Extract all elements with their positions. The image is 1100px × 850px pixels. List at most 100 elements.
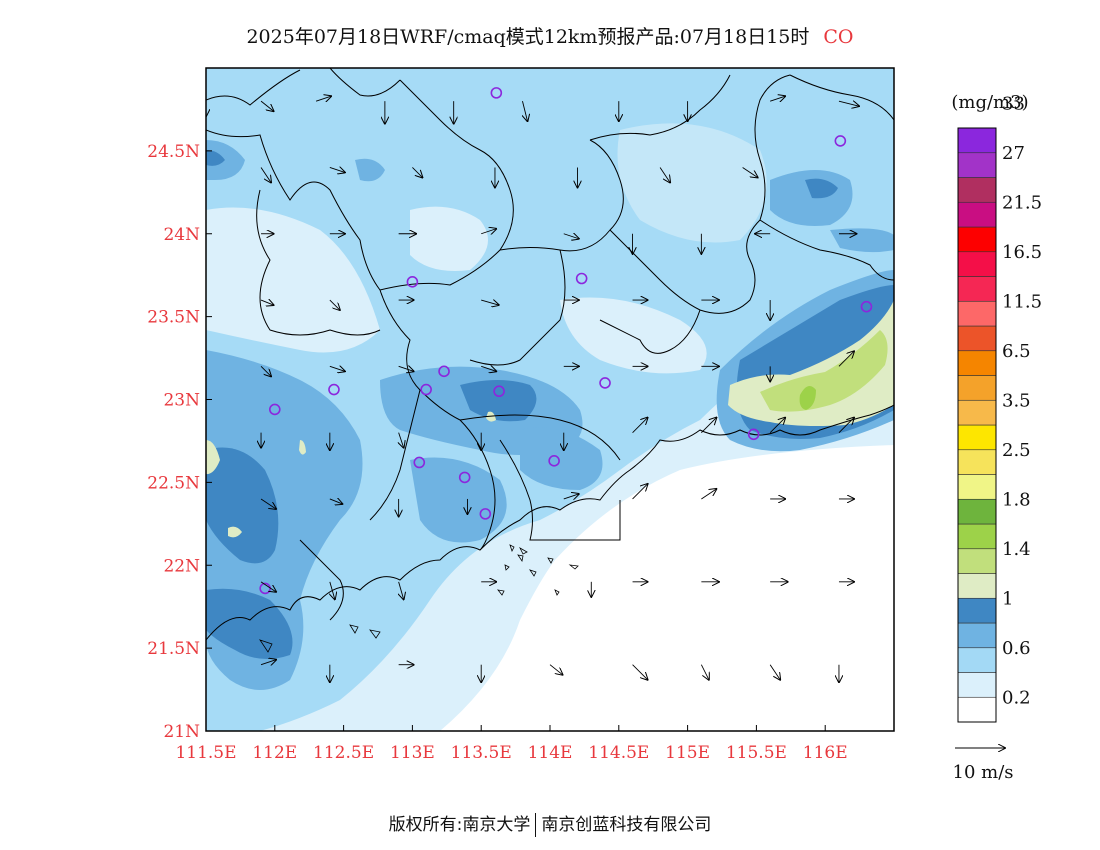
wind-arrow <box>412 167 422 177</box>
wind-arrow <box>563 234 579 239</box>
x-tick-label: 115.5E <box>726 743 787 763</box>
wind-arrow <box>260 660 276 665</box>
colorbar-swatch <box>957 251 997 277</box>
station-marker <box>420 383 432 396</box>
station-marker <box>834 135 847 147</box>
colorbar-swatch <box>957 177 997 203</box>
wind-arrow <box>770 96 785 101</box>
wind-arrow <box>838 351 854 367</box>
x-tick-label: 113.5E <box>451 743 512 763</box>
colorbar-swatch <box>957 375 997 401</box>
station-marker <box>328 383 340 396</box>
station-marker <box>406 276 419 288</box>
boundary-pearl-river <box>299 389 621 621</box>
x-tick-label: 114E <box>528 743 573 763</box>
islands <box>259 544 579 653</box>
x-tick-label: 111.5E <box>175 743 236 763</box>
wind-arrow <box>329 299 340 310</box>
wind-arrow <box>838 418 854 433</box>
wind-arrow <box>769 664 780 680</box>
x-tick-label: 116E <box>803 743 848 763</box>
colorbar-swatch <box>957 424 997 451</box>
wind-legend-label: 10 m/s <box>953 762 1014 783</box>
colorbar-label: 1.4 <box>1002 539 1031 560</box>
wind-arrow <box>563 494 579 499</box>
wind-arrow <box>769 418 785 433</box>
colorbar-swatch <box>957 399 997 426</box>
wind-arrow <box>632 484 648 500</box>
y-tick-label: 21N <box>163 722 200 742</box>
footer-copyright: 版权所有:南京大学 <box>388 815 531 835</box>
wind-arrow <box>329 499 343 504</box>
x-tick-label: 115E <box>665 743 710 763</box>
colorbar-swatch <box>957 127 997 154</box>
wind-arrow <box>481 229 496 234</box>
footer-company: 南京创蓝科技有限公司 <box>541 815 712 835</box>
wind-arrow <box>329 366 345 371</box>
wind-arrow <box>659 167 670 182</box>
colorbar-swatch <box>957 350 997 376</box>
station-marker <box>458 471 471 484</box>
wind-arrow <box>399 432 404 448</box>
station-marker <box>599 377 611 389</box>
wind-arrow <box>481 300 499 305</box>
wind-arrow <box>398 366 414 371</box>
footer-separator <box>535 813 537 837</box>
wind-arrow <box>700 664 709 680</box>
colorbar-swatch <box>957 152 997 178</box>
boundaries <box>206 68 894 641</box>
colorbar-swatch <box>957 276 997 302</box>
station-marker <box>490 87 503 99</box>
colorbar-swatch <box>957 201 997 228</box>
colorbar-swatch <box>957 325 997 352</box>
colorbar-swatch <box>957 498 997 525</box>
colorbar-label: 0.2 <box>1002 687 1031 708</box>
colorbar-swatch <box>957 622 997 649</box>
station-marker <box>575 272 588 285</box>
station-marker <box>548 455 560 467</box>
concentration-field <box>206 68 894 731</box>
colorbar-swatch <box>957 647 997 673</box>
wind-arrow <box>260 300 274 305</box>
wind-arrow <box>838 101 859 106</box>
station-marker <box>747 428 760 441</box>
wind-arrow <box>260 498 276 509</box>
x-axis: 111.5E 112E 112.5E 113E 113.5E 114E 114.5E 115E… <box>175 725 848 763</box>
colorbar-swatch <box>957 449 997 475</box>
x-tick-label: 112E <box>252 743 297 763</box>
y-tick-label: 23N <box>163 391 200 411</box>
y-tick-label: 22N <box>163 556 200 576</box>
wind-arrow <box>701 489 716 500</box>
title-species: CO <box>823 26 854 48</box>
colorbar-label: 27 <box>1002 143 1025 164</box>
colorbar-swatch <box>957 573 997 599</box>
colorbar-label: 11.5 <box>1002 291 1042 312</box>
wind-legend: 10 m/s <box>953 748 1014 783</box>
colorbar-swatch <box>957 597 997 624</box>
colorbar-label: 16.5 <box>1002 242 1042 263</box>
wind-arrow <box>522 101 527 121</box>
footer: 版权所有:南京大学 南京创蓝科技有限公司 <box>0 810 1100 837</box>
station-marker <box>479 508 492 520</box>
wind-arrow <box>260 366 271 376</box>
wind-arrow <box>549 664 563 675</box>
station-marker <box>493 385 505 398</box>
wind-arrow <box>315 96 331 101</box>
colorbar-swatch <box>957 672 997 698</box>
y-tick-label: 22.5N <box>147 473 200 493</box>
colorbar-swatch <box>957 300 997 327</box>
y-tick-label: 24.5N <box>147 142 200 162</box>
boundary-guangdong <box>206 68 894 421</box>
chart-title: 2025年07月18日WRF/cmaq模式12km预报产品:07月18日15时 C… <box>0 22 1100 49</box>
station-marker <box>438 365 450 378</box>
y-tick-label: 21.5N <box>147 639 200 659</box>
colorbar-swatch <box>957 226 997 253</box>
wind-arrow <box>481 366 496 371</box>
wind-arrow <box>260 167 271 182</box>
x-tick-label: 113E <box>390 743 435 763</box>
y-axis: 21N 21.5N 22N 22.5N 23N 23.5N 24N 24.5N <box>147 142 212 742</box>
colorbar-label: 1 <box>1002 588 1013 609</box>
colorbar-frame <box>957 127 997 723</box>
colorbar-label: 0.6 <box>1002 638 1031 659</box>
